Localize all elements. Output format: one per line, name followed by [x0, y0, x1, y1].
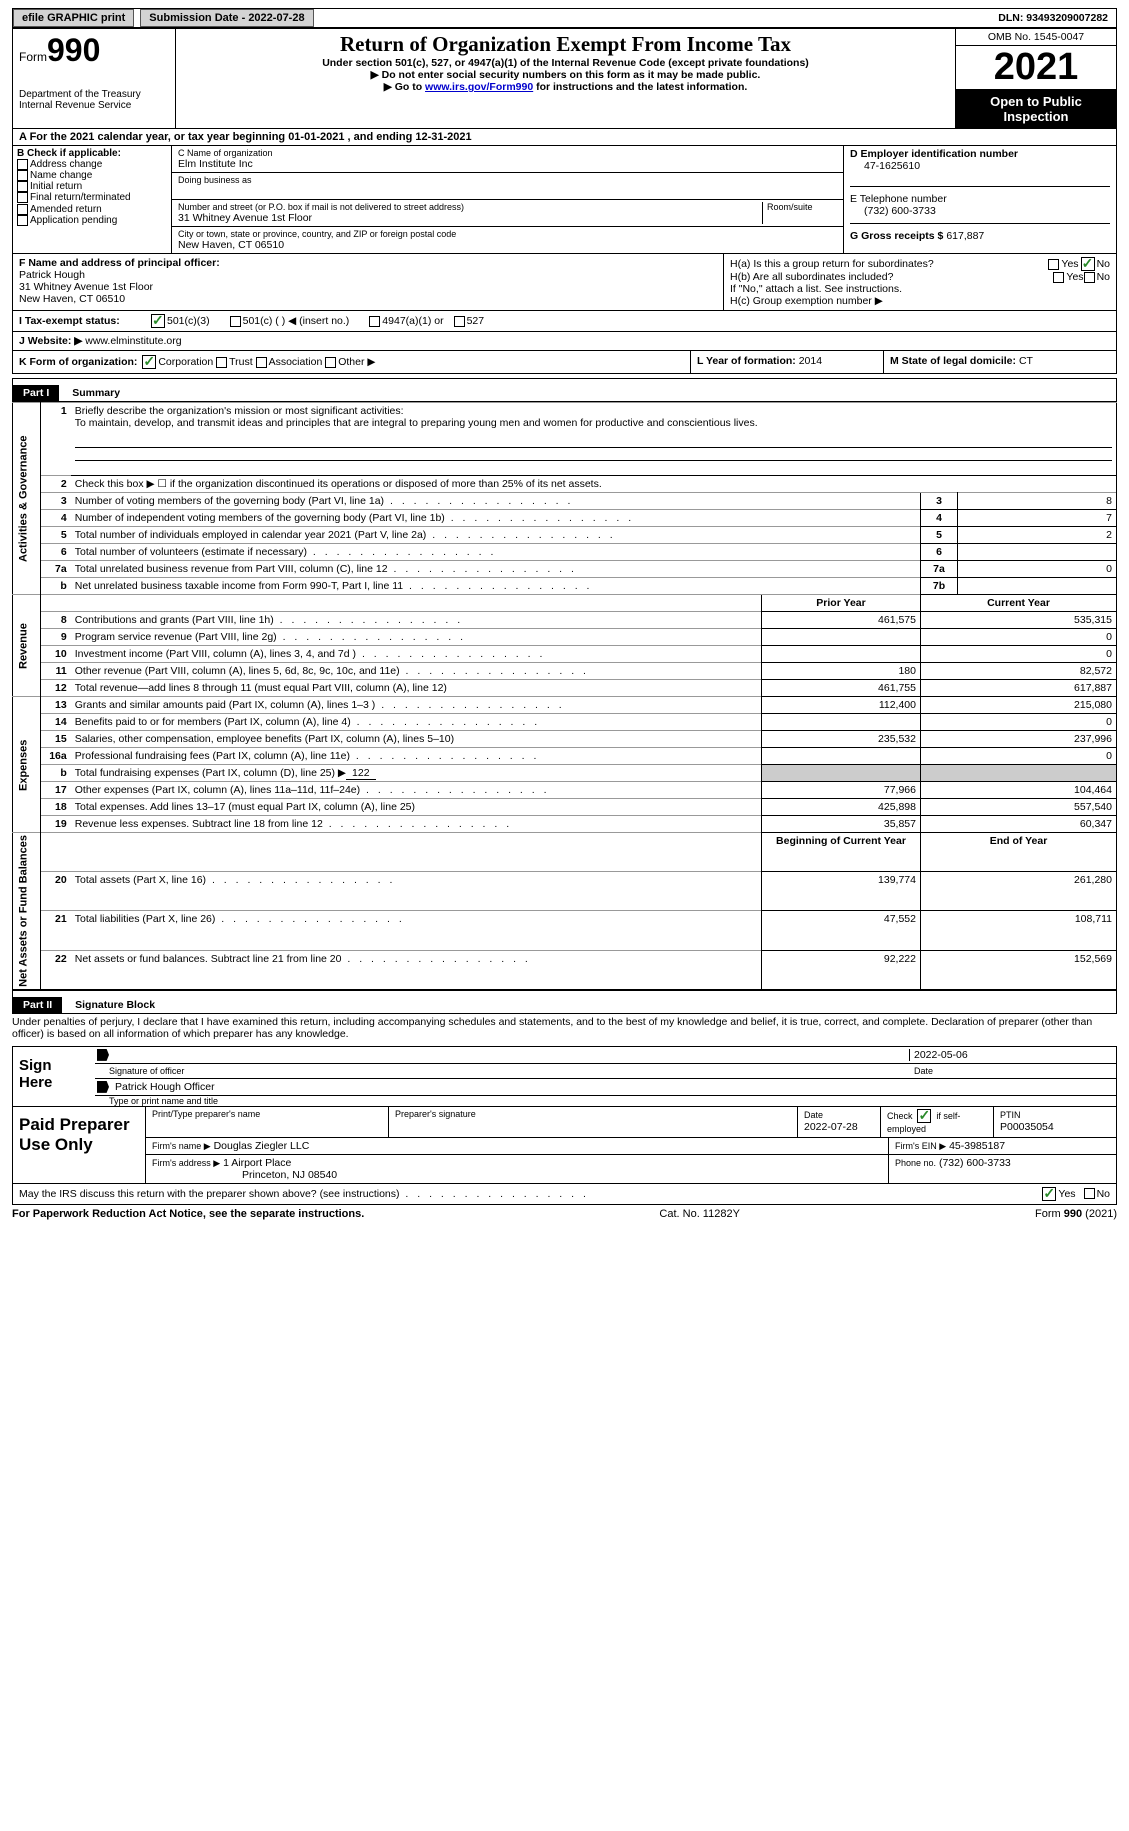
state-domicile: CT — [1019, 355, 1033, 367]
ein-label: D Employer identification number — [850, 148, 1110, 160]
paperwork-notice: For Paperwork Reduction Act Notice, see … — [12, 1208, 364, 1220]
city-state-zip: New Haven, CT 06510 — [178, 239, 837, 251]
omb-number: OMB No. 1545-0047 — [956, 29, 1116, 46]
gross-receipts-label: G Gross receipts $ — [850, 230, 943, 242]
line1-label: Briefly describe the organization's miss… — [75, 405, 404, 417]
other-checkbox[interactable] — [325, 357, 336, 368]
current-year-header: Current Year — [921, 595, 1117, 612]
address-change-checkbox[interactable] — [17, 159, 28, 170]
discuss-preparer-text: May the IRS discuss this return with the… — [19, 1188, 589, 1200]
ha-no-checkbox[interactable] — [1081, 257, 1095, 271]
line7b-value — [958, 578, 1117, 595]
officer-addr2: New Haven, CT 06510 — [19, 293, 717, 305]
amended-return-checkbox[interactable] — [17, 204, 28, 215]
ha-label: H(a) Is this a group return for subordin… — [730, 258, 1048, 270]
tax-status-label: I Tax-exempt status: — [19, 315, 149, 327]
part-2-title: Signature Block — [65, 997, 165, 1013]
expenses-label: Expenses — [13, 697, 41, 833]
street-address: 31 Whitney Avenue 1st Floor — [178, 212, 758, 224]
street-label: Number and street (or P.O. box if mail i… — [178, 202, 758, 212]
form-number: 990 — [47, 32, 100, 68]
hb-label: H(b) Are all subordinates included? — [730, 271, 1053, 283]
501c3-checkbox[interactable] — [151, 314, 165, 328]
501c-checkbox[interactable] — [230, 316, 241, 327]
form-title: Return of Organization Exempt From Incom… — [182, 32, 949, 57]
perjury-declaration: Under penalties of perjury, I declare th… — [12, 1014, 1117, 1042]
hb-yes-checkbox[interactable] — [1053, 272, 1064, 283]
officer-name: Patrick Hough — [19, 269, 717, 281]
revenue-label: Revenue — [13, 595, 41, 697]
submission-date-label: Submission Date - 2022-07-28 — [140, 9, 313, 27]
self-employed-checkbox[interactable] — [917, 1109, 931, 1123]
line3-value: 8 — [958, 493, 1117, 510]
end-year-header: End of Year — [921, 833, 1117, 872]
application-pending-checkbox[interactable] — [17, 215, 28, 226]
line6-value — [958, 544, 1117, 561]
tax-year: 2021 — [956, 46, 1116, 90]
open-inspection-label: Open to Public Inspection — [956, 90, 1116, 128]
tax-year-row: A For the 2021 calendar year, or tax yea… — [12, 129, 1117, 146]
telephone-label: E Telephone number — [850, 193, 1110, 205]
line2-text: Check this box ▶ ☐ if the organization d… — [71, 476, 1117, 493]
part-2-header: Part II — [13, 997, 62, 1013]
website-value: www.elminstitute.org — [85, 335, 181, 347]
goto-pre: ▶ Go to — [384, 81, 425, 93]
gross-receipts-value: 617,887 — [946, 230, 984, 242]
discuss-yes-checkbox[interactable] — [1042, 1187, 1056, 1201]
telephone-value: (732) 600-3733 — [850, 205, 1110, 217]
form-subtitle-1: Under section 501(c), 527, or 4947(a)(1)… — [182, 57, 949, 69]
discuss-no-checkbox[interactable] — [1084, 1188, 1095, 1199]
efile-print-button[interactable]: efile GRAPHIC print — [13, 9, 134, 27]
officer-sig-name: Patrick Hough Officer — [115, 1081, 215, 1093]
4947-checkbox[interactable] — [369, 316, 380, 327]
officer-label: F Name and address of principal officer: — [19, 257, 717, 269]
dln-label: DLN: 93493209007282 — [990, 12, 1116, 24]
part-1-header: Part I — [13, 385, 59, 401]
prior-year-header: Prior Year — [762, 595, 921, 612]
begin-year-header: Beginning of Current Year — [762, 833, 921, 872]
line4-value: 7 — [958, 510, 1117, 527]
org-name: Elm Institute Inc — [178, 158, 837, 170]
527-checkbox[interactable] — [454, 316, 465, 327]
ein-value: 47-1625610 — [850, 160, 1110, 172]
paid-preparer-label: Paid Preparer Use Only — [13, 1107, 146, 1183]
city-label: City or town, state or province, country… — [178, 229, 837, 239]
part-1-title: Summary — [62, 385, 130, 401]
hb-no-checkbox[interactable] — [1084, 272, 1095, 283]
line5-value: 2 — [958, 527, 1117, 544]
check-applicable-label: B Check if applicable: — [17, 148, 167, 159]
hc-label: H(c) Group exemption number ▶ — [730, 295, 1110, 307]
form990-link[interactable]: www.irs.gov/Form990 — [425, 81, 533, 93]
officer-addr1: 31 Whitney Avenue 1st Floor — [19, 281, 717, 293]
goto-post: for instructions and the latest informat… — [533, 81, 747, 93]
line1-text: To maintain, develop, and transmit ideas… — [75, 417, 758, 429]
year-formation: 2014 — [799, 355, 822, 367]
form-footer: Form 990 (2021) — [1035, 1208, 1117, 1220]
firm-name: Douglas Ziegler LLC — [214, 1140, 310, 1152]
activities-governance-label: Activities & Governance — [13, 403, 41, 595]
form-word: Form — [19, 50, 47, 64]
initial-return-checkbox[interactable] — [17, 181, 28, 192]
final-return-checkbox[interactable] — [17, 192, 28, 203]
org-name-label: C Name of organization — [178, 148, 837, 158]
sign-here-label: Sign Here — [13, 1047, 95, 1106]
hb-note: If "No," attach a list. See instructions… — [730, 283, 1110, 295]
room-suite-label: Room/suite — [763, 202, 837, 224]
dept-label: Department of the Treasury — [19, 89, 169, 100]
form-subtitle-2: ▶ Do not enter social security numbers o… — [182, 69, 949, 81]
ha-yes-checkbox[interactable] — [1048, 259, 1059, 270]
irs-label: Internal Revenue Service — [19, 100, 169, 111]
catalog-number: Cat. No. 11282Y — [659, 1208, 740, 1220]
top-bar: efile GRAPHIC print Submission Date - 20… — [12, 8, 1117, 28]
net-assets-label: Net Assets or Fund Balances — [13, 833, 41, 990]
association-checkbox[interactable] — [256, 357, 267, 368]
website-label: J Website: ▶ — [19, 335, 82, 347]
dba-label: Doing business as — [178, 175, 837, 185]
sig-date: 2022-05-06 — [909, 1049, 1114, 1061]
line7a-value: 0 — [958, 561, 1117, 578]
corporation-checkbox[interactable] — [142, 355, 156, 369]
form-org-label: K Form of organization: — [19, 356, 137, 368]
name-change-checkbox[interactable] — [17, 170, 28, 181]
trust-checkbox[interactable] — [216, 357, 227, 368]
